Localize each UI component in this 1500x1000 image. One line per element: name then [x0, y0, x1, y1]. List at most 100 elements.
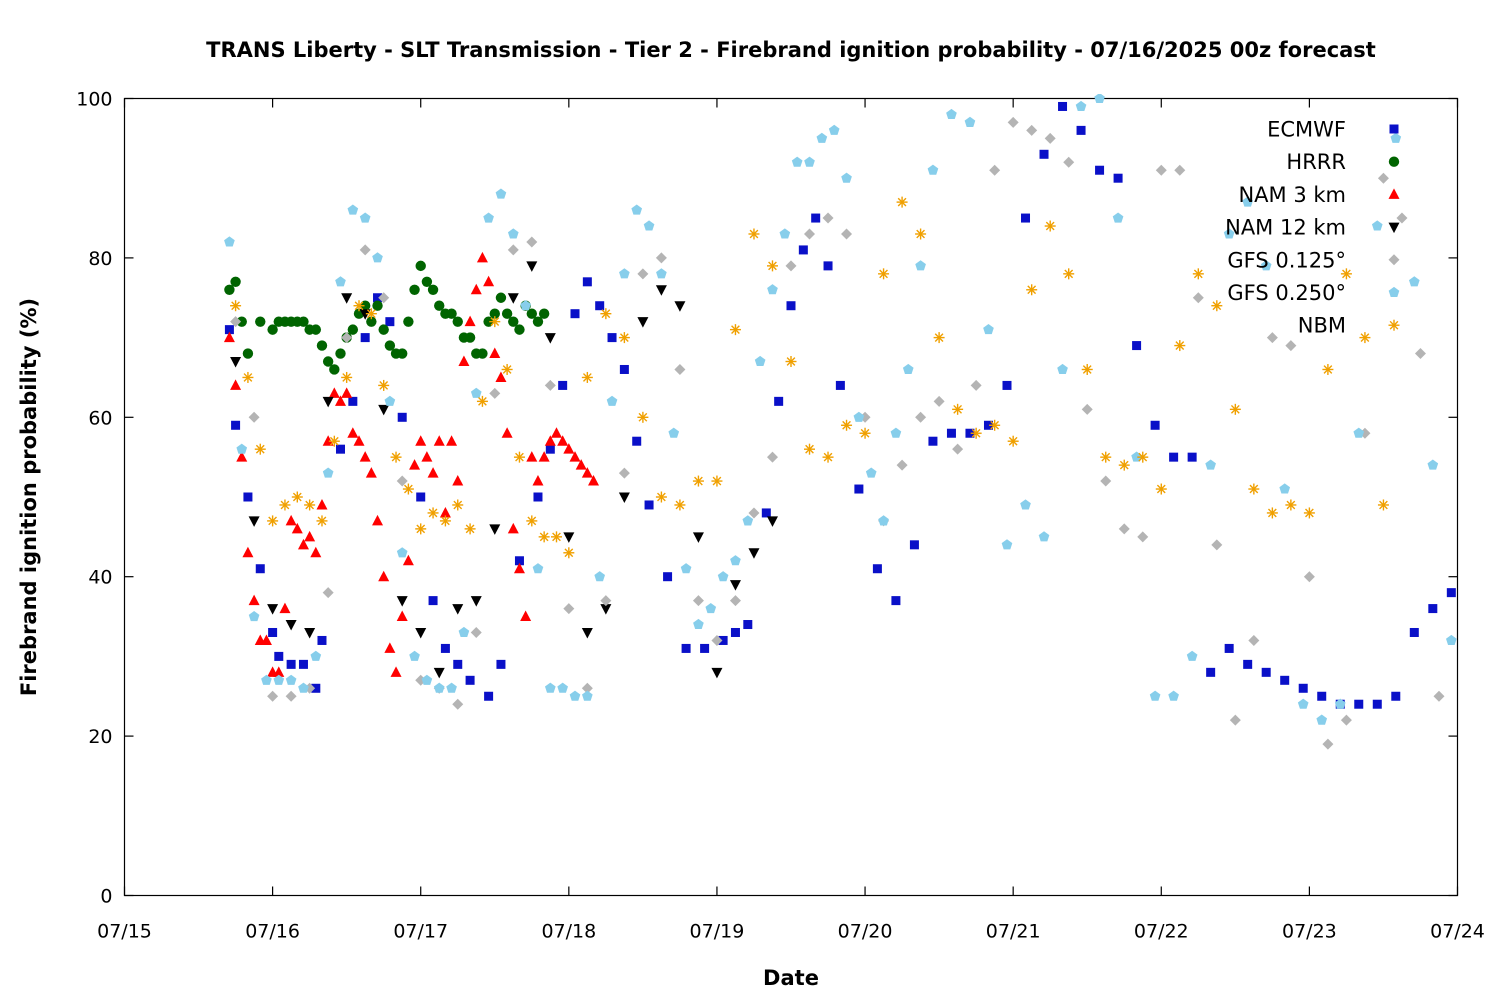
data-point	[828, 124, 840, 135]
star-stroke	[675, 500, 685, 510]
data-point	[841, 228, 853, 240]
data-point	[452, 698, 464, 710]
data-point	[1095, 165, 1105, 175]
data-point	[890, 427, 902, 438]
data-point	[1044, 132, 1056, 144]
chart-title: TRANS Liberty - SLT Transmission - Tier …	[206, 38, 1376, 62]
data-point	[1317, 691, 1327, 701]
data-point	[1229, 403, 1241, 415]
data-point	[754, 355, 766, 367]
data-point	[915, 260, 926, 271]
data-point	[231, 420, 241, 430]
data-point	[1427, 459, 1439, 470]
data-point	[644, 500, 654, 510]
star-stroke	[1119, 460, 1129, 470]
data-point	[446, 682, 457, 693]
x-tick-label: 07/16	[245, 921, 300, 943]
data-point	[390, 666, 402, 677]
data-point	[285, 514, 297, 526]
data-point	[384, 340, 396, 351]
data-point	[655, 252, 667, 264]
data-point	[440, 643, 450, 653]
data-point	[464, 315, 476, 327]
data-point	[681, 643, 691, 653]
data-point	[946, 108, 957, 119]
y-tick-label: 0	[100, 886, 112, 908]
data-point	[347, 427, 359, 438]
data-point	[446, 308, 457, 319]
legend-marker	[1389, 124, 1399, 134]
data-point	[224, 325, 234, 335]
data-point	[545, 444, 555, 454]
data-point	[878, 268, 890, 280]
data-point	[446, 435, 458, 446]
data-point	[989, 164, 1001, 176]
data-point	[526, 236, 538, 248]
data-point	[328, 435, 340, 447]
star-stroke	[292, 492, 302, 502]
data-point	[928, 436, 938, 446]
data-point	[1224, 643, 1234, 653]
data-point	[1026, 284, 1038, 296]
data-point	[415, 627, 427, 639]
data-point	[378, 379, 390, 391]
data-point	[766, 516, 778, 527]
data-point	[1168, 690, 1179, 701]
data-point	[1137, 531, 1149, 543]
data-point	[298, 659, 308, 669]
star-stroke	[823, 452, 833, 462]
star-stroke	[1193, 269, 1203, 279]
data-point	[347, 204, 359, 215]
data-point	[526, 451, 538, 462]
data-point	[384, 395, 396, 406]
star-stroke	[441, 516, 450, 526]
data-point	[1280, 675, 1290, 685]
star-stroke	[527, 516, 537, 526]
data-point	[353, 435, 365, 446]
data-point	[359, 212, 371, 223]
data-point	[1243, 659, 1253, 669]
data-point	[1169, 452, 1179, 462]
star-stroke	[1138, 452, 1148, 462]
data-point	[427, 507, 439, 519]
series-nbm	[230, 196, 1389, 559]
data-point	[415, 260, 426, 272]
data-point	[268, 627, 278, 637]
data-point	[804, 156, 815, 167]
data-point	[766, 451, 778, 463]
legend-marker	[1388, 188, 1400, 199]
data-point	[729, 580, 741, 591]
data-point	[353, 300, 365, 312]
data-point	[544, 333, 556, 344]
data-point	[927, 164, 939, 175]
data-point	[402, 554, 414, 566]
star-stroke	[366, 309, 376, 319]
legend-marker	[1388, 286, 1400, 298]
data-point	[433, 667, 445, 679]
data-point	[322, 587, 334, 599]
data-point	[248, 516, 260, 527]
data-point	[322, 356, 334, 367]
data-point	[729, 324, 741, 336]
data-point	[557, 435, 569, 446]
data-point	[1260, 260, 1272, 271]
data-point	[582, 277, 592, 287]
data-point	[711, 634, 723, 646]
star-stroke	[329, 436, 339, 446]
data-point	[700, 643, 710, 653]
data-point	[779, 228, 791, 239]
data-point	[470, 626, 482, 638]
legend-marker	[1388, 319, 1400, 331]
data-point	[489, 316, 501, 328]
data-point	[896, 196, 908, 208]
data-point	[322, 396, 334, 408]
star-stroke	[1389, 320, 1399, 330]
data-point	[458, 355, 470, 367]
data-point	[1248, 634, 1260, 646]
data-point	[569, 690, 581, 701]
star-stroke	[1175, 341, 1185, 350]
data-point	[316, 340, 328, 351]
data-point	[310, 650, 322, 661]
data-point	[643, 220, 655, 231]
star-stroke	[953, 404, 963, 414]
